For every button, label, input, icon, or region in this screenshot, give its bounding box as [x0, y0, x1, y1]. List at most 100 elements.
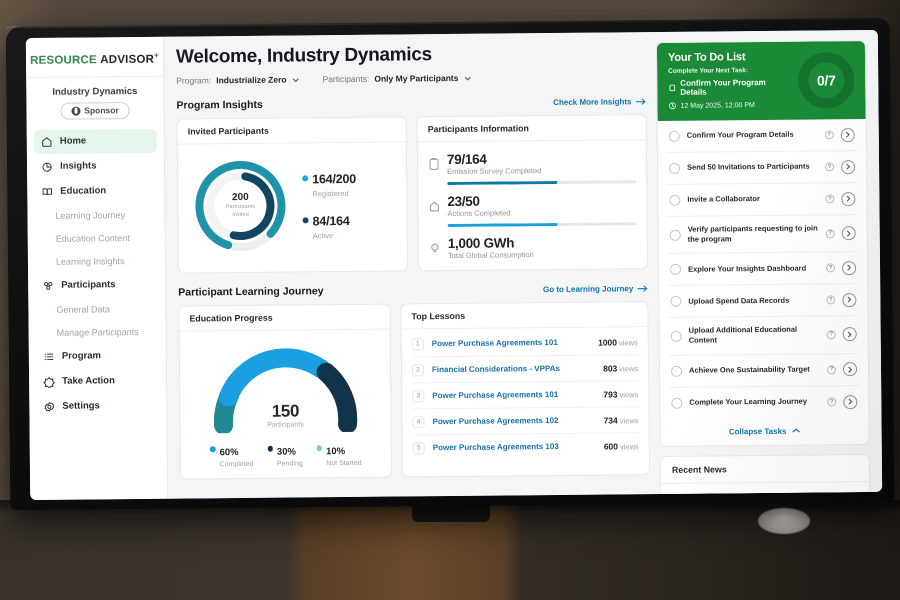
- legend-label: Active: [312, 231, 334, 241]
- list-item[interactable]: Explore Your Insights Dashboard ?: [667, 252, 859, 287]
- list-item[interactable]: Upload Spend Data Records ?: [668, 284, 859, 319]
- sidebar-item-general-data[interactable]: General Data: [35, 298, 158, 322]
- list-item[interactable]: Upload Additional Educational Content ?: [668, 316, 859, 356]
- views-count: 1000: [598, 336, 618, 348]
- section-title: Program Insights: [176, 98, 263, 112]
- lesson-title[interactable]: Financial Considerations - VPPAs: [431, 363, 560, 375]
- help-icon[interactable]: ?: [827, 397, 837, 407]
- chevron-right-icon[interactable]: [841, 159, 856, 174]
- checkbox[interactable]: [669, 229, 681, 241]
- lesson-title[interactable]: Power Purchase Agreements 101: [432, 389, 559, 401]
- table-row[interactable]: 1 Power Purchase Agreements 101 1000 view…: [411, 329, 638, 358]
- list-item[interactable]: Verify participants requesting to join t…: [667, 215, 858, 255]
- table-row[interactable]: 4 Power Purchase Agreements 102 734 views: [412, 407, 639, 436]
- insights-row: Invited Participants: [176, 114, 649, 274]
- org-name: Industry Dynamics: [52, 85, 138, 98]
- sidebar-item-settings[interactable]: Settings: [36, 394, 159, 419]
- checkbox[interactable]: [669, 162, 681, 174]
- stat-emission-survey: 79/164 Emission Survey Completed: [428, 150, 637, 186]
- todo-progress-ring: 0/7: [798, 52, 855, 109]
- legend-item-completed: 60% Completed: [209, 442, 254, 468]
- check-more-insights-link[interactable]: Check More Insights: [553, 97, 646, 107]
- sidebar-item-learning-journey[interactable]: Learning Journey: [34, 204, 157, 228]
- sidebar-item-home[interactable]: Home: [33, 128, 157, 154]
- legend-percent: 60%: [219, 447, 239, 459]
- checkbox[interactable]: [670, 264, 682, 276]
- table-row[interactable]: 2 Financial Considerations - VPPAs 803 vi…: [411, 355, 639, 384]
- help-icon[interactable]: ?: [826, 295, 836, 305]
- sidebar-item-take-action[interactable]: Take Action: [36, 369, 159, 394]
- sidebar-item-label: Take Action: [62, 375, 115, 388]
- lesson-title[interactable]: Power Purchase Agreements 102: [432, 415, 559, 427]
- sidebar-item-program[interactable]: Program: [36, 344, 159, 369]
- help-icon[interactable]: ?: [826, 330, 836, 340]
- card-title: Invited Participants: [177, 117, 406, 145]
- list-item[interactable]: Invite a Collaborator ?: [667, 183, 858, 217]
- legend-label: Not Started: [326, 459, 362, 468]
- views-word: views: [618, 337, 638, 347]
- sponsor-badge[interactable]: Sponsor: [60, 101, 130, 120]
- help-icon[interactable]: ?: [825, 162, 835, 172]
- monitor-bezel: RESOURCE ADVISOR+ Industry Dynamics Spon…: [5, 17, 895, 511]
- help-icon[interactable]: ?: [825, 228, 835, 239]
- todo-due-date-label: 12 May 2025, 12:00 PM: [680, 101, 755, 110]
- chevron-right-icon[interactable]: [843, 394, 858, 409]
- lesson-views: 803 views: [603, 363, 638, 373]
- help-icon[interactable]: ?: [824, 130, 834, 140]
- participants-filter-label: Participants:: [322, 73, 370, 85]
- legend-item-pending: 30% Pending: [267, 441, 303, 468]
- todo-next-task[interactable]: Confirm Your Program Details: [668, 78, 792, 97]
- chevron-down-icon: [292, 75, 301, 84]
- table-row[interactable]: 3 Power Purchase Agreements 101 793 views: [412, 381, 639, 410]
- list-item[interactable]: Confirm Your Program Details ?: [666, 119, 857, 153]
- chevron-right-icon[interactable]: [840, 127, 855, 142]
- help-icon[interactable]: ?: [826, 263, 836, 273]
- sidebar-item-education-content[interactable]: Education Content: [35, 227, 158, 251]
- help-icon[interactable]: ?: [826, 364, 837, 374]
- checkbox[interactable]: [668, 130, 680, 142]
- list-item[interactable]: Send 50 Invitations to Participants ?: [666, 151, 858, 185]
- sidebar-item-education[interactable]: Education: [34, 179, 157, 204]
- chevron-right-icon[interactable]: [842, 327, 857, 342]
- checkbox[interactable]: [671, 397, 683, 409]
- sidebar-item-learning-insights[interactable]: Learning Insights: [35, 250, 158, 274]
- go-to-learning-journey-link[interactable]: Go to Learning Journey: [543, 284, 648, 294]
- sidebar-item-label: Participants: [61, 279, 116, 292]
- legend-value: 84/164: [312, 213, 350, 229]
- right-column: Your To Do List Complete Your Next Task:…: [655, 39, 882, 501]
- list-item[interactable]: Complete Your Learning Journey ?: [669, 386, 859, 420]
- collapse-tasks-button[interactable]: Collapse Tasks: [661, 417, 869, 445]
- checkbox[interactable]: [670, 296, 682, 308]
- chevron-right-icon[interactable]: [841, 191, 856, 206]
- views-count: 793: [603, 388, 618, 400]
- participants-filter[interactable]: Participants: Only My Participants: [323, 73, 473, 84]
- chevron-right-icon[interactable]: [841, 260, 857, 275]
- chevron-right-icon[interactable]: [842, 292, 857, 307]
- gear-icon: [43, 401, 55, 413]
- sidebar-item-insights[interactable]: Insights: [34, 154, 157, 179]
- views-word: views: [619, 389, 639, 399]
- program-filter[interactable]: Program: Industrialize Zero: [176, 74, 301, 86]
- sidebar-item-manage-participants[interactable]: Manage Participants: [36, 321, 159, 345]
- sidebar-item-participants[interactable]: Participants: [35, 273, 158, 298]
- todo-item-label: Achieve One Sustainability Target: [688, 364, 810, 375]
- chevron-right-icon[interactable]: [841, 226, 856, 241]
- help-icon[interactable]: ?: [825, 194, 835, 204]
- views-count: 734: [603, 414, 618, 426]
- card-title: Participants Information: [417, 115, 646, 143]
- views-count: 600: [603, 440, 619, 452]
- recent-news-title: Recent News: [660, 454, 870, 484]
- checkbox[interactable]: [670, 330, 682, 342]
- table-row[interactable]: 5 Power Purchase Agreements 103 600 views: [412, 433, 639, 460]
- lesson-title[interactable]: Power Purchase Agreements 103: [432, 441, 559, 453]
- chevron-right-icon[interactable]: [842, 362, 858, 377]
- list-item[interactable]: Achieve One Sustainability Target ?: [668, 353, 860, 388]
- lesson-title[interactable]: Power Purchase Agreements 101: [431, 337, 558, 349]
- app-logo[interactable]: RESOURCE ADVISOR+: [25, 44, 164, 78]
- checkbox[interactable]: [670, 365, 683, 377]
- top-lessons-list: 1 Power Purchase Agreements 101 1000 view…: [402, 327, 649, 462]
- checkbox[interactable]: [669, 194, 681, 206]
- chevron-down-icon: [463, 73, 472, 82]
- logo-secondary: ADVISOR: [100, 53, 155, 67]
- stat-label: Actions Completed: [447, 208, 511, 219]
